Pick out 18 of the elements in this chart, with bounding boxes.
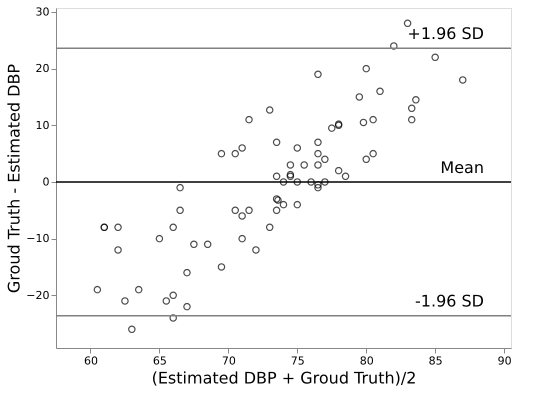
x-tick-label: 60 [84,354,98,368]
y-axis-title: Groud Truth - Estimated DBP [4,64,24,294]
x-tick-label: 90 [498,354,512,368]
x-tick-label: 75 [290,354,305,368]
x-tick-label: 85 [428,354,443,368]
ref-line-label: Mean [440,158,484,177]
ref-line-label: +1.96 SD [407,24,484,44]
y-tick-label: 20 [36,62,50,76]
y-tick-label: 30 [36,5,50,18]
y-tick-label: −10 [26,232,50,246]
x-axis-title: (Estimated DBP + Groud Truth)/2 [152,368,416,388]
y-tick-label: −20 [26,288,50,302]
y-tick-label: 10 [36,118,50,132]
x-tick-label: 65 [152,354,167,368]
x-tick-label: 80 [360,354,374,368]
ref-line-label: -1.96 SD [415,292,484,311]
x-tick-label: 70 [222,354,236,368]
y-tick-label: 0 [42,175,50,188]
